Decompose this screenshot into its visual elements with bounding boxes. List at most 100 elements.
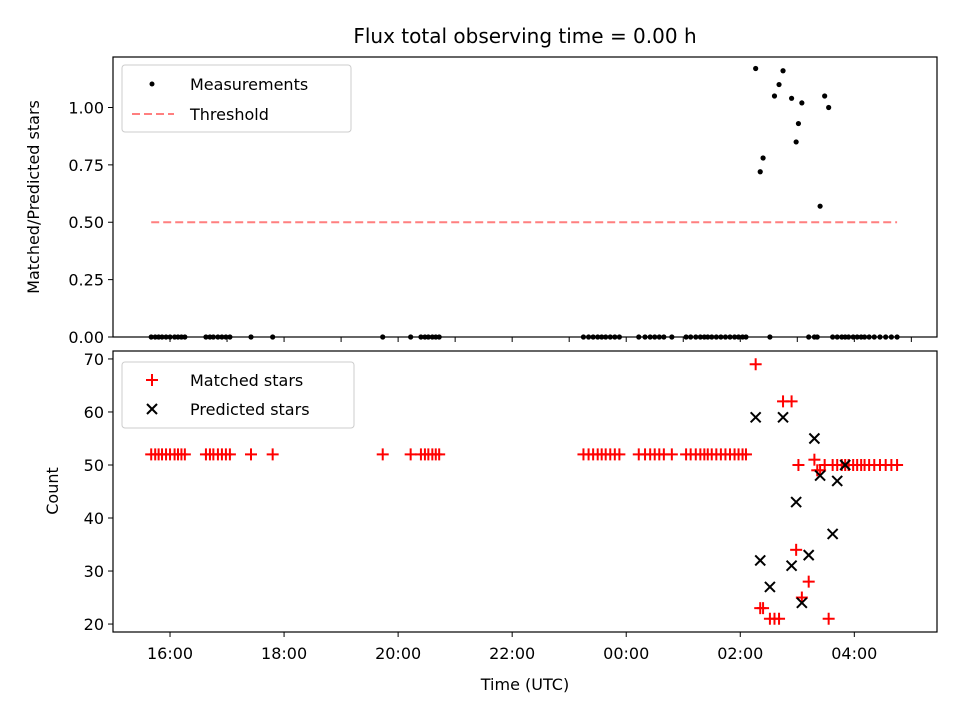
predicted-x-b [790,496,802,508]
legend-label-measurements: Measurements [190,75,308,94]
matched-star-point [433,448,446,461]
matched-star-point [613,448,626,461]
bottom-y-tick-label: 20 [84,615,104,634]
legend-label-matched: Matched stars [190,371,303,390]
predicted-star-point [796,597,808,609]
matched-star-point [404,448,417,461]
predicted-x-b [826,528,839,540]
measurement-point [795,120,802,127]
bottom-x-tick-label: 04:00 [831,644,877,663]
matched-star-point [808,453,821,466]
top-data-marks [148,65,900,340]
predicted-star-point [831,475,843,487]
legend-marker-predicted [146,403,158,415]
bottom-y-ticks: 20 30 40 50 60 70 [84,350,113,634]
bottom-axes-frame [112,350,938,633]
predicted-x-b [754,554,766,567]
matched-star-point [891,458,904,471]
legend-label-predicted: Predicted stars [190,400,310,419]
matched-star-point [244,448,257,461]
measurement-point [771,93,778,99]
top-y-ticks: 0.00 0.25 0.50 0.75 1.00 [68,98,113,347]
bottom-y-tick-label: 50 [84,456,104,475]
predicted-star-point [764,581,776,593]
bottom-legend: Matched stars Predicted stars [121,361,355,429]
bottom-x-tick-label: 18:00 [261,644,307,663]
bottom-x-tick-label: 00:00 [603,644,649,663]
matched-star-point [266,448,279,461]
bottom-x-ticks: 16:00 18:00 20:00 22:00 00:00 02:00 04:00 [147,632,877,663]
top-y-tick-label: 1.00 [68,98,104,117]
matched-star-point [757,602,770,615]
matched-star-point [785,395,798,408]
predicted-x-b [785,560,798,572]
top-y-tick-label: 0.75 [68,156,104,175]
matched-star-point [822,612,835,625]
matched-star-point [792,458,805,471]
top-panel: 0.00 0.25 0.50 0.75 1.00 Matched/Predicted s… [24,56,938,347]
predicted-star-point [826,528,839,540]
bottom-y-tick-label: 40 [84,509,104,528]
predicted-star-point [839,459,851,471]
predicted-star-point [808,432,821,445]
measurement-point [788,95,795,101]
top-axes-frame [112,56,938,338]
bottom-x-tick-label: 02:00 [717,644,763,663]
predicted-x-b [802,549,815,561]
matched-star-point [376,448,389,461]
predicted-star-point [754,554,766,567]
measurement-point [822,93,828,99]
measurement-point [757,169,763,175]
predicted-x-b [831,475,843,487]
measurement-point [817,203,823,209]
matched-star-point [178,448,191,461]
top-y-tick-label: 0.25 [68,271,104,290]
measurement-point [826,104,832,111]
measurement-point [793,139,799,145]
top-y-axis-label: Matched/Predicted stars [24,100,43,294]
predicted-x-b [808,432,821,445]
bottom-y-tick-label: 30 [84,562,104,581]
bottom-x-tick-label: 22:00 [489,644,535,663]
matched-star-point [773,612,786,625]
bottom-y-axis-label: Count [43,467,62,515]
matched-star-point [749,358,762,371]
predicted-x-b [749,411,762,423]
legend-label-threshold: Threshold [189,105,269,124]
predicted-star-point [790,496,802,508]
predicted-star-point [749,411,762,423]
bottom-y-tick-label: 70 [84,350,104,369]
matched-star-point [802,575,815,588]
bottom-y-tick-label: 60 [84,403,104,422]
matched-star-point [223,448,236,461]
x-axis-label: Time (UTC) [480,675,569,694]
matched-star-point [790,543,803,556]
measurement-point [780,68,786,74]
measurement-point [799,100,805,106]
legend-marker-matched [146,374,158,386]
legend-marker-measurements [149,81,155,87]
predicted-star-point [785,560,798,572]
top-x-ticks [169,337,912,342]
predicted-x-b [777,411,789,423]
predicted-star-point [777,411,789,423]
predicted-x-b [839,459,851,471]
predicted-x-b [764,581,776,593]
top-legend-box [121,64,352,133]
measurement-point [760,155,766,161]
predicted-star-point [814,469,826,482]
bottom-data-marks [145,358,904,625]
bottom-legend-box [121,361,355,429]
bottom-x-tick-label: 16:00 [147,644,193,663]
matched-star-point [665,448,678,461]
predicted-star-point [802,549,815,561]
predicted-x-b [796,597,808,609]
bottom-panel: 20 30 40 50 60 70 16:00 18:00 20:00 22:00 00:00 02… [43,350,938,694]
chart-title: Flux total observing time = 0.00 h [353,24,696,48]
bottom-x-tick-label: 20:00 [375,644,421,663]
top-y-tick-label: 0.00 [68,328,104,347]
top-legend: Measurements Threshold [121,64,352,133]
matched-star-point [739,448,752,461]
top-y-tick-label: 0.50 [68,213,104,232]
